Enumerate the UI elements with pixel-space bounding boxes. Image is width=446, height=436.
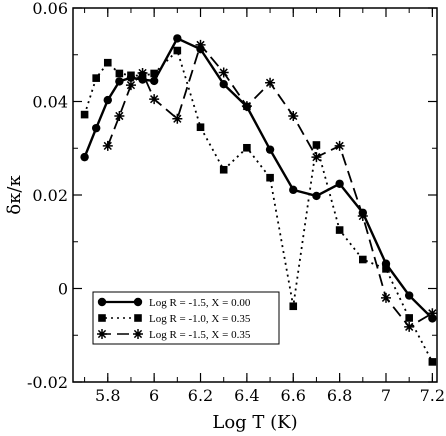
data-point [288, 110, 299, 121]
data-point [428, 358, 437, 366]
x-tick-label: 6.2 [188, 386, 213, 405]
data-point [289, 302, 298, 311]
data-point [265, 77, 276, 88]
data-point [115, 69, 124, 78]
data-point [404, 321, 415, 332]
data-point [172, 113, 183, 124]
y-axis-ticks: -0.02 0 0.02 0.04 0.06 [27, 0, 437, 392]
data-point [380, 292, 391, 303]
legend-marker [134, 314, 142, 322]
series-layer [80, 34, 438, 366]
data-point [80, 152, 89, 162]
data-point [127, 71, 135, 80]
data-point [92, 74, 100, 82]
x-tick-label: 6.4 [234, 386, 259, 405]
x-tick-label: 6.6 [281, 386, 306, 405]
data-point [196, 123, 205, 132]
x-tick-label: 5.8 [95, 386, 120, 405]
legend-label: Log R = -1.5, X = 0.35 [149, 329, 251, 341]
x-axis-label: Log T (K) [212, 412, 297, 433]
data-point [335, 226, 344, 234]
data-point [102, 140, 113, 151]
y-axis-label: δκ/κ [4, 175, 25, 215]
data-point [404, 291, 414, 300]
data-point [114, 110, 125, 121]
data-point [312, 141, 321, 149]
legend-marker [133, 329, 143, 339]
x-tick-label: 7 [381, 386, 391, 405]
data-point [311, 152, 322, 163]
series-3 [102, 39, 438, 332]
data-point [266, 173, 274, 182]
data-point [382, 265, 390, 273]
x-tick-label: 6 [149, 386, 159, 405]
data-point [218, 67, 229, 78]
data-point [265, 145, 275, 154]
x-tick-label: 6.8 [327, 386, 352, 405]
data-point [243, 143, 251, 152]
legend-label: Log R = -1.0, X = 0.35 [149, 313, 251, 325]
data-point [241, 101, 252, 112]
data-point [334, 140, 345, 151]
data-point [219, 165, 228, 174]
data-point [195, 39, 206, 50]
data-point [173, 46, 182, 55]
data-point [427, 308, 438, 319]
y-tick-label: 0.02 [32, 186, 68, 205]
data-point [357, 211, 368, 222]
data-point [103, 95, 112, 105]
y-tick-label: 0 [58, 280, 68, 299]
legend-label: Log R = -1.5, X = 0.00 [149, 297, 251, 309]
data-point [115, 77, 124, 86]
legend-item: Log R = -1.5, X = 0.35 [97, 329, 251, 341]
data-point [173, 34, 182, 43]
data-point [149, 94, 160, 105]
data-point [405, 314, 413, 322]
data-point [125, 80, 136, 91]
x-tick-label: 7.2 [420, 386, 445, 405]
data-point [335, 179, 344, 188]
data-point [219, 80, 228, 89]
legend-marker [97, 329, 107, 339]
data-point [91, 123, 101, 133]
data-point [150, 69, 158, 78]
y-tick-label: 0.04 [32, 93, 68, 112]
legend: Log R = -1.5, X = 0.00 Log R = -1.0, X = … [92, 291, 280, 345]
data-point [80, 110, 89, 119]
legend-marker [97, 297, 107, 307]
data-point [103, 58, 112, 67]
legend-marker [133, 297, 143, 307]
legend-marker [98, 314, 106, 322]
data-point [312, 191, 321, 201]
data-point [149, 76, 159, 86]
x-axis-ticks: 5.8 6 6.2 6.4 6.6 6.8 7 7.2 [84, 8, 445, 405]
legend-item: Log R = -1.0, X = 0.35 [98, 313, 251, 325]
data-point [359, 255, 367, 264]
data-point [137, 67, 148, 78]
legend-item: Log R = -1.5, X = 0.00 [97, 297, 251, 309]
y-tick-label: -0.02 [27, 373, 68, 392]
data-point [289, 185, 298, 195]
y-tick-label: 0.06 [32, 0, 68, 18]
